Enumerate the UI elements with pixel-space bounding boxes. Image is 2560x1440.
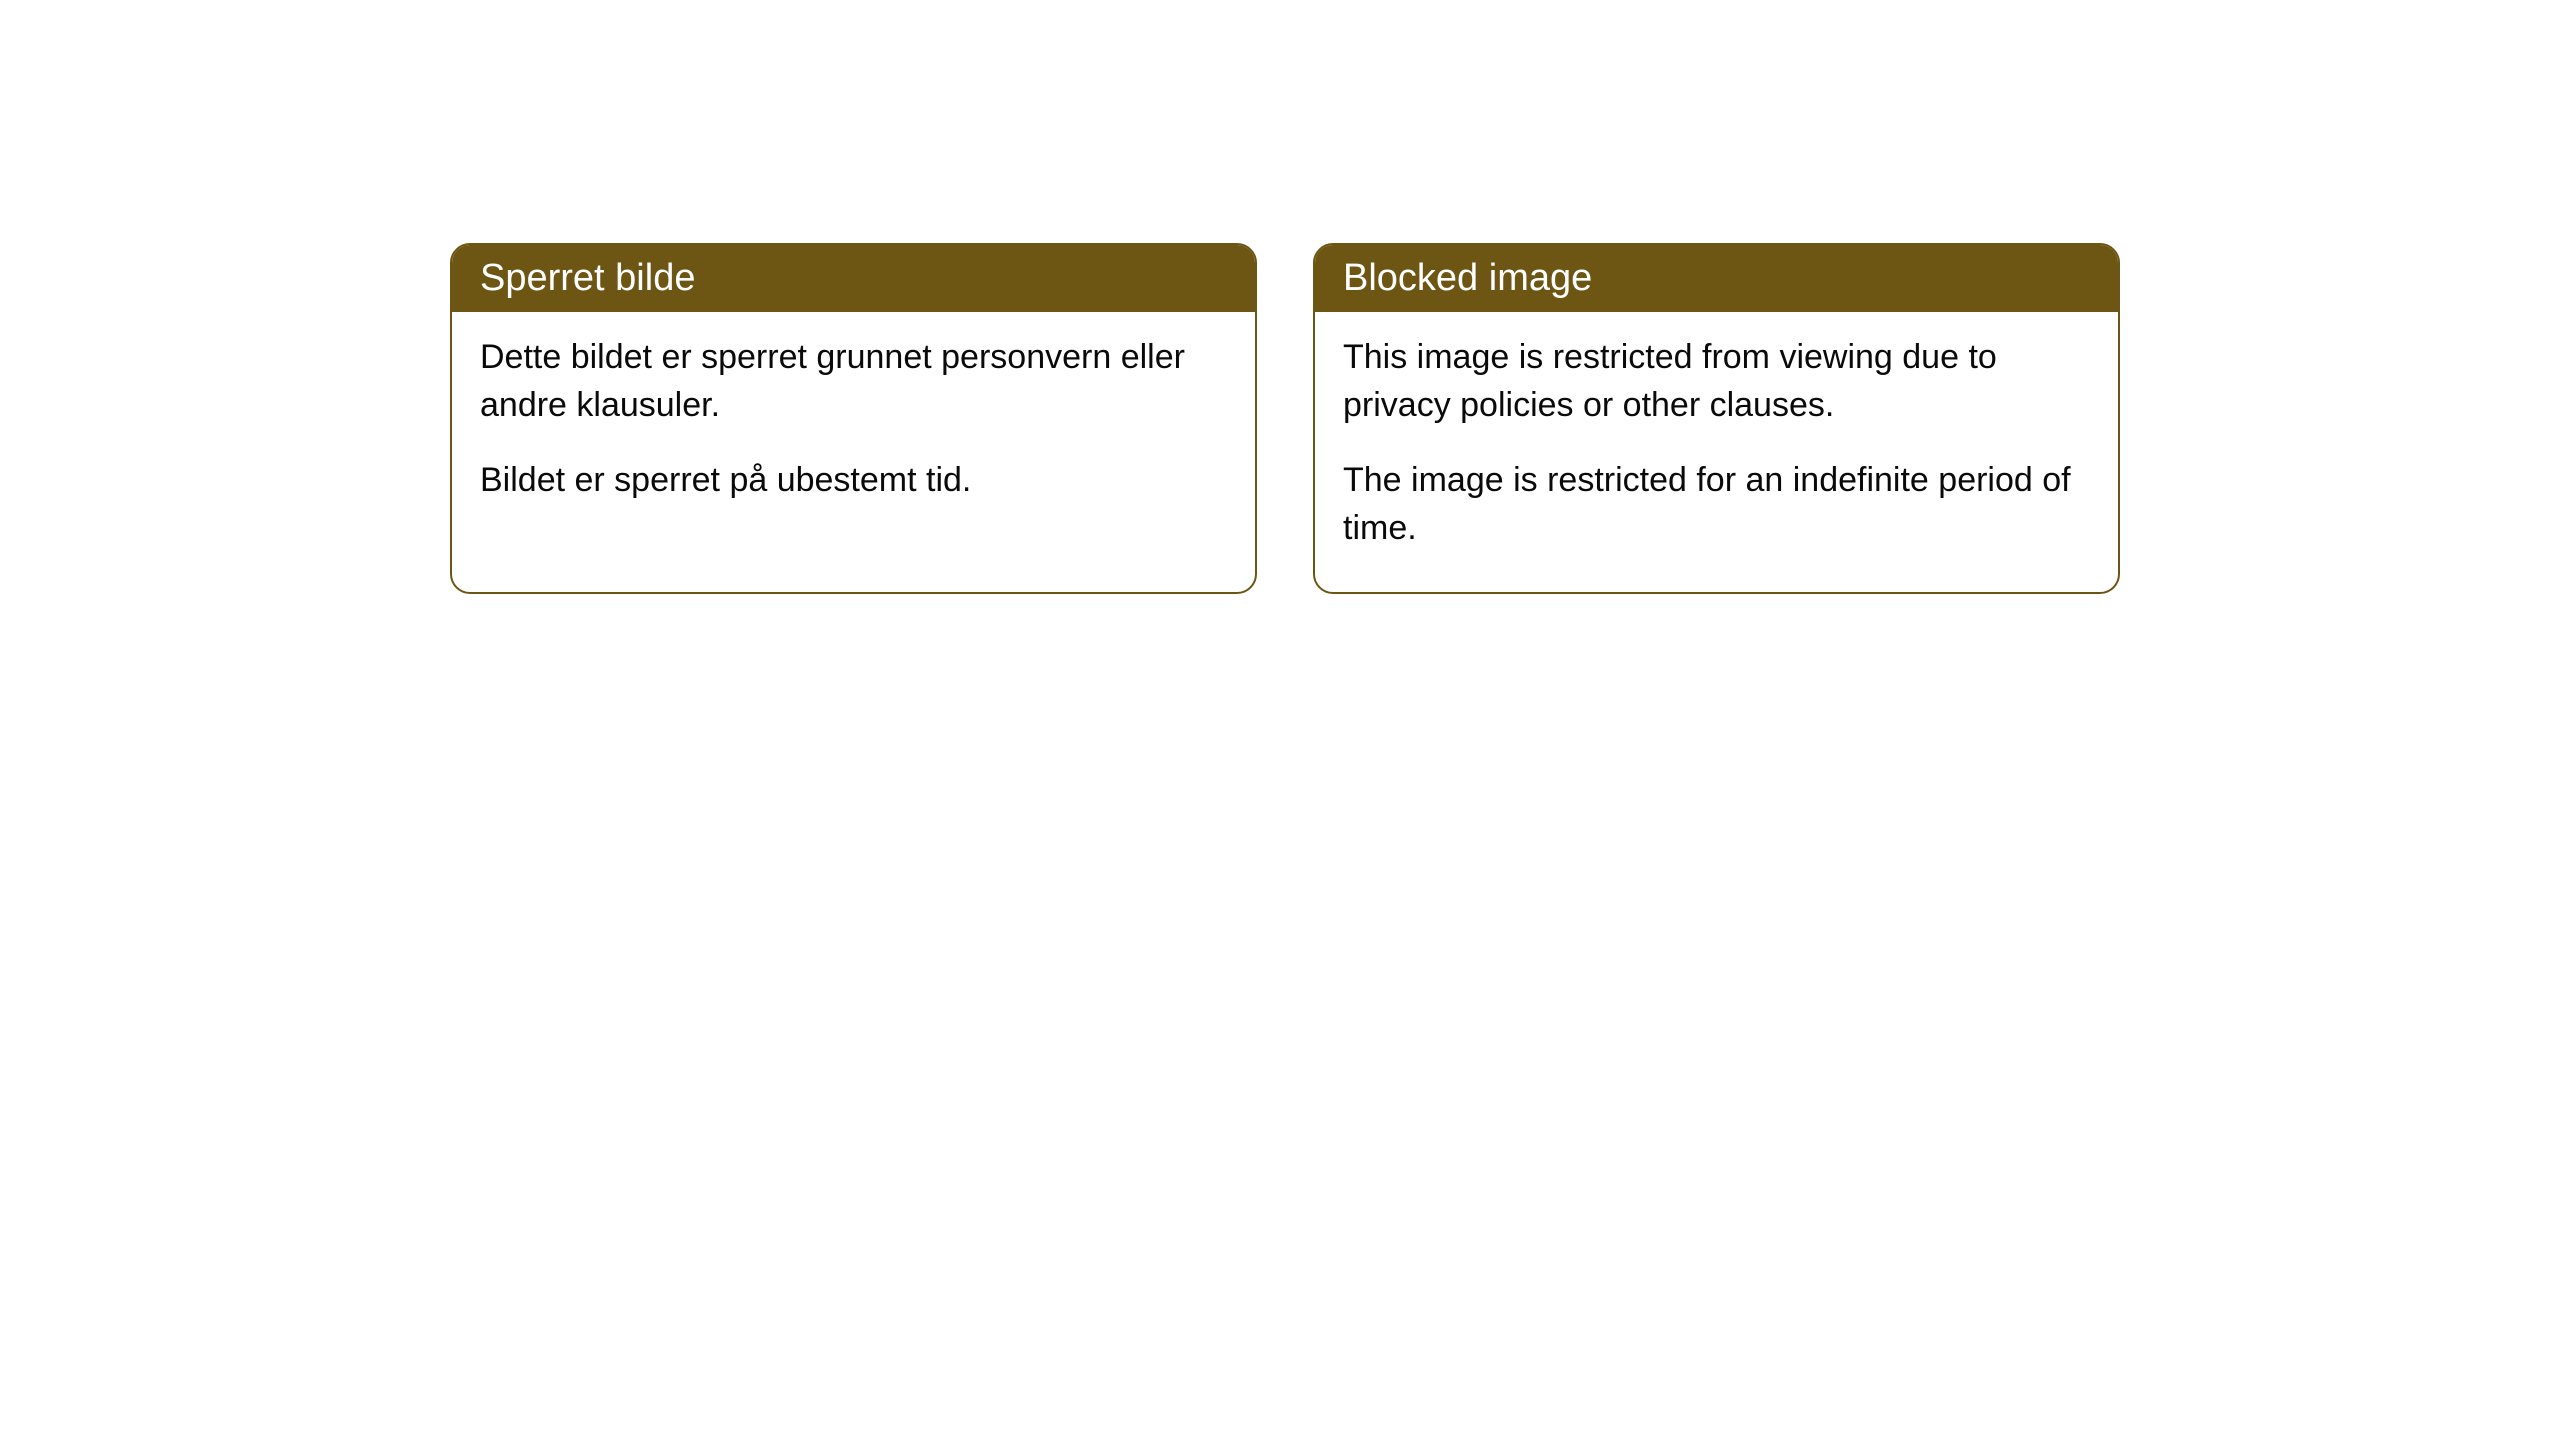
card-header-english: Blocked image <box>1315 245 2118 312</box>
notice-cards-container: Sperret bilde Dette bildet er sperret gr… <box>450 243 2120 594</box>
card-text-english-1: This image is restricted from viewing du… <box>1343 334 2090 429</box>
blocked-image-card-norwegian: Sperret bilde Dette bildet er sperret gr… <box>450 243 1257 594</box>
blocked-image-card-english: Blocked image This image is restricted f… <box>1313 243 2120 594</box>
card-body-english: This image is restricted from viewing du… <box>1315 312 2118 592</box>
card-header-norwegian: Sperret bilde <box>452 245 1255 312</box>
card-text-english-2: The image is restricted for an indefinit… <box>1343 457 2090 552</box>
card-body-norwegian: Dette bildet er sperret grunnet personve… <box>452 312 1255 545</box>
card-text-norwegian-1: Dette bildet er sperret grunnet personve… <box>480 334 1227 429</box>
card-text-norwegian-2: Bildet er sperret på ubestemt tid. <box>480 457 1227 505</box>
